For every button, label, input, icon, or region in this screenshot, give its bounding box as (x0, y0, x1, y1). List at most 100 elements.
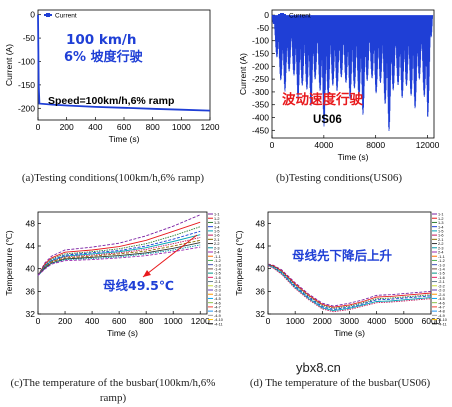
annotation-condition: Speed=100km/h,6% ramp (48, 95, 174, 107)
legend-label: -4-6 (438, 301, 445, 305)
series-line-2-1 (37, 239, 201, 276)
x-tick-label: 1000 (286, 316, 305, 326)
legend-label-current: Current (55, 13, 77, 20)
legend-label: -4-7 (438, 305, 445, 309)
x-tick-label: 400 (85, 316, 99, 326)
legend-label: 2-4 (214, 251, 220, 255)
x-tick-label: 1000 (172, 122, 191, 132)
annotation-speed: 100 km/h (66, 32, 136, 48)
caption-d: (d) The temperature of the busbar(US06) (249, 377, 431, 389)
y-tick-label: -200 (252, 61, 269, 71)
legend-label: -2-1 (438, 280, 445, 284)
y-tick-label: 0 (264, 10, 269, 20)
legend-label: -1-2 (214, 259, 221, 263)
x-axis-label: Time (s) (338, 152, 369, 162)
x-tick-label: 800 (146, 122, 160, 132)
legend-label-current: Current (289, 13, 311, 20)
series-line-2-4 (37, 246, 201, 276)
x-tick-label: 0 (36, 316, 41, 326)
legend-label: -2-2 (438, 284, 445, 288)
legend-label: 2-1 (438, 238, 444, 242)
legend-label: 1-3 (438, 221, 444, 225)
legend-label: -4-6 (214, 301, 221, 305)
legend-label: -4-8 (214, 310, 221, 314)
y-tick-label: 44 (26, 241, 36, 251)
y-tick-label: -300 (252, 87, 269, 97)
annotation-us06: US06 (313, 114, 342, 126)
x-tick-label: 200 (60, 122, 74, 132)
legend-label: -1-2 (438, 259, 445, 263)
plot-frame (267, 211, 432, 315)
legend-label: -4-10 (214, 318, 223, 322)
x-tick-label: 4000 (367, 316, 386, 326)
legend-label: -4-7 (214, 305, 221, 309)
y-tick-label: 40 (256, 264, 266, 274)
y-tick-label: 40 (26, 264, 36, 274)
legend-label: -1-1 (438, 255, 445, 259)
legend-label: -1-1 (214, 255, 221, 259)
series-line-2-2 (37, 242, 201, 276)
x-tick-label: 12000 (416, 140, 440, 150)
annotation-trend: 母线先下降后上升 (292, 248, 393, 263)
y-tick-label: 36 (26, 286, 36, 296)
y-tick-label: -450 (252, 125, 269, 135)
x-tick-label: 600 (117, 122, 131, 132)
legend-label: 2-3 (438, 246, 444, 250)
caption-a: (a)Testing conditions(100km/h,6% ramp) (21, 172, 205, 184)
y-tick-label: -100 (252, 36, 269, 46)
series-line-1-1 (267, 263, 432, 307)
x-tick-label: 0 (266, 316, 271, 326)
legend-marker (280, 13, 284, 17)
legend-marker (46, 13, 50, 17)
legend-label: -4-10 (438, 318, 447, 322)
y-tick-label: -50 (23, 33, 36, 43)
x-tick-label: 5000 (394, 316, 413, 326)
chart-d: 0 1000 2000 3000 4000 5000 6000 32 36 40 44 48 Time … (234, 211, 447, 338)
x-tick-label: 4000 (314, 140, 333, 150)
series-line-1-5 (267, 264, 432, 312)
series-line-1-4 (267, 264, 432, 310)
watermark: ybx8.cn (296, 360, 341, 375)
annotation-arrow (142, 234, 198, 278)
x-tick-label: 1000 (164, 316, 183, 326)
legend-label: -4-9 (438, 314, 445, 318)
y-tick-label: 32 (26, 309, 36, 319)
legend-label: 1-6 (438, 234, 444, 238)
x-tick-label: 200 (58, 316, 72, 326)
y-tick-label: 0 (30, 10, 35, 20)
legend-label: 1-1 (214, 213, 220, 217)
legend-label: -4-5 (214, 297, 221, 301)
legend-label: -1-4 (438, 267, 445, 271)
x-tick-label: 2000 (313, 316, 332, 326)
legend-label: 2-3 (214, 246, 220, 250)
legend-label: -2-4 (438, 293, 445, 297)
y-tick-label: -250 (252, 74, 269, 84)
legend-label: -2-1 (214, 280, 221, 284)
x-tick-label: 1200 (201, 122, 220, 132)
series-line-1-1 (37, 214, 201, 276)
series-line-1-5 (37, 234, 201, 276)
plot-frame (271, 9, 435, 139)
legend-label: 1-2 (438, 217, 444, 221)
legend-label: 1-4 (214, 225, 220, 229)
legend-label: 2-4 (438, 251, 444, 255)
plot-frame (37, 211, 208, 315)
x-axis-label: Time (s) (107, 328, 138, 338)
y-axis-label: Current (A) (4, 44, 14, 86)
legend-label: -2-2 (214, 284, 221, 288)
x-tick-label: 3000 (340, 316, 359, 326)
y-tick-label: -50 (257, 23, 270, 33)
series-line-current (37, 14, 211, 112)
y-axis-label: Temperature (℃) (234, 230, 244, 295)
series-line-1-3 (37, 226, 201, 276)
legend-label: -4-9 (214, 314, 221, 318)
legend-label: 1-6 (214, 234, 220, 238)
series-line-1-3 (267, 264, 432, 309)
legend-label: 1-3 (214, 221, 220, 225)
y-tick-label: 44 (256, 241, 266, 251)
x-tick-label: 6000 (422, 316, 441, 326)
chart-b: 0 4000 8000 12000 0 -50 -100 -150 -200 -250 -300 -3… (238, 9, 440, 162)
legend-label: -2-3 (438, 289, 445, 293)
x-axis-label: Time (s) (109, 134, 140, 144)
